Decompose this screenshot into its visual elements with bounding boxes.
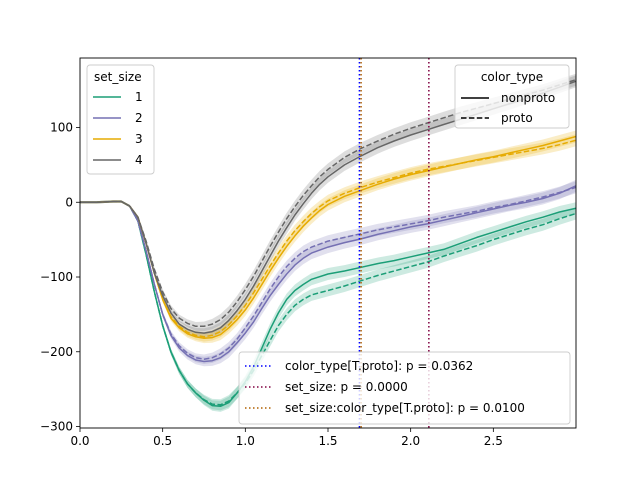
x-axis: 0.0 0.5 1.0 1.5 2.0 2.5 [70, 428, 503, 448]
legend-color-type: color_type nonproto proto [454, 64, 570, 129]
line-set-size-2-dashed [80, 186, 576, 360]
y-tick-label: 0 [65, 195, 73, 209]
legend-set-size: set_size 1 2 3 4 [86, 64, 155, 175]
line-set-size-1-solid [80, 200, 576, 408]
legend-color-type-title: color_type [481, 70, 543, 84]
legend-test-label: set_size: p = 0.0000 [285, 380, 408, 394]
legend-tests: color_type[T.proto]: p = 0.0362 set_size:… [238, 351, 571, 425]
y-axis: −300 −200 −100 0 100 [40, 121, 80, 434]
line-set-size-1-dashed [80, 200, 576, 406]
band-set-size-2-dashed [80, 181, 576, 364]
y-tick-label: −100 [40, 270, 73, 284]
x-tick-label: 0.0 [70, 434, 89, 448]
legend-test-label: color_type[T.proto]: p = 0.0362 [285, 359, 473, 373]
legend-color-type-label: proto [501, 111, 533, 125]
legend-set-size-label: 3 [135, 132, 143, 146]
line-set-size-2-solid [80, 185, 576, 363]
y-tick-label: 100 [50, 121, 73, 135]
x-tick-label: 2.0 [401, 434, 420, 448]
legend-color-type-frame [454, 64, 570, 129]
legend-set-size-frame [86, 64, 155, 175]
legend-set-size-label: 2 [135, 111, 143, 125]
y-tick-label: −200 [40, 345, 73, 359]
legend-test-label: set_size:color_type[T.proto]: p = 0.0100 [285, 401, 525, 415]
legend-set-size-title: set_size [94, 70, 142, 84]
x-tick-label: 1.0 [236, 434, 255, 448]
legend-set-size-label: 4 [135, 153, 143, 167]
x-tick-label: 2.5 [484, 434, 503, 448]
legend-set-size-label: 1 [135, 90, 143, 104]
band-set-size-3-dashed [80, 134, 576, 342]
x-tick-label: 0.5 [153, 434, 172, 448]
y-tick-label: −300 [40, 420, 73, 434]
legend-tests-frame [238, 351, 571, 425]
x-tick-label: 1.5 [318, 434, 337, 448]
legend-color-type-label: nonproto [501, 91, 555, 105]
band-set-size-2-solid [80, 179, 576, 367]
